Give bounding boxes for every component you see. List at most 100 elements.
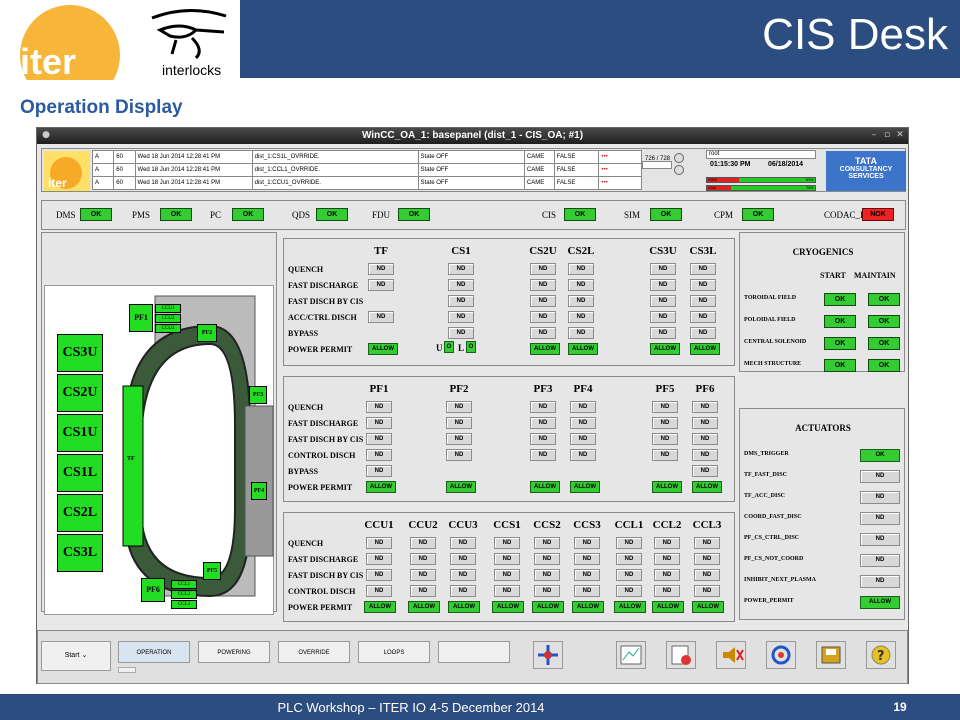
system-status-qds[interactable]: OK (316, 208, 348, 221)
actuator-status[interactable]: ND (860, 575, 900, 588)
allow-indicator[interactable]: ALLOW (572, 601, 604, 613)
nd-indicator[interactable]: ND (694, 585, 720, 597)
allow-indicator[interactable]: ALLOW (692, 481, 722, 493)
nd-indicator[interactable]: ND (530, 279, 556, 291)
close-icon[interactable]: ✕ (896, 130, 904, 140)
allow-indicator[interactable]: ALLOW (692, 601, 724, 613)
nd-indicator[interactable]: ND (652, 401, 678, 413)
nd-indicator[interactable]: ND (570, 433, 596, 445)
allow-indicator[interactable]: ALLOW (408, 601, 440, 613)
nd-indicator[interactable]: ND (690, 279, 716, 291)
system-status-fdu[interactable]: OK (398, 208, 430, 221)
coil-pf4[interactable]: PF4 (251, 482, 267, 500)
nd-indicator[interactable]: ND (652, 449, 678, 461)
coil-ccu1[interactable]: CCU1 (155, 304, 181, 313)
nd-indicator[interactable]: ND (616, 537, 642, 549)
nd-indicator[interactable]: ND (450, 585, 476, 597)
nd-indicator[interactable]: ND (530, 311, 556, 323)
scroll-down-icon[interactable] (674, 165, 684, 175)
actuator-status[interactable]: ND (860, 554, 900, 567)
nd-indicator[interactable]: ND (694, 553, 720, 565)
coil-cs2u[interactable]: CS2U (57, 374, 103, 412)
tab-indicator[interactable] (118, 667, 136, 673)
allow-indicator[interactable]: ALLOW (614, 601, 646, 613)
nd-indicator[interactable]: ND (574, 537, 600, 549)
nd-indicator[interactable]: ND (654, 537, 680, 549)
nd-indicator[interactable]: ND (446, 433, 472, 445)
nd-indicator[interactable]: ND (530, 263, 556, 275)
nd-indicator[interactable]: ND (530, 327, 556, 339)
allow-indicator[interactable]: ALLOW (368, 343, 398, 355)
nd-indicator[interactable]: ND (494, 585, 520, 597)
system-status-pms[interactable]: OK (160, 208, 192, 221)
system-status-dms[interactable]: OK (80, 208, 112, 221)
operation-button[interactable]: OPERATION (118, 641, 190, 663)
nd-indicator[interactable]: ND (450, 553, 476, 565)
nd-indicator[interactable]: ND (366, 465, 392, 477)
nd-indicator[interactable]: ND (692, 433, 718, 445)
nd-indicator[interactable]: ND (366, 537, 392, 549)
alarm-row[interactable]: A 60 Wed 18 Jun 2014 12:28:41 PM dist_1:CCL… (91, 163, 642, 177)
system-status-cis[interactable]: OK (564, 208, 596, 221)
powering-button[interactable]: POWERING (198, 641, 270, 663)
nd-indicator[interactable]: ND (366, 585, 392, 597)
nd-indicator[interactable]: ND (654, 569, 680, 581)
nd-indicator[interactable]: ND (650, 279, 676, 291)
nd-indicator[interactable]: ND (448, 327, 474, 339)
system-status-pc[interactable]: OK (232, 208, 264, 221)
nd-indicator[interactable]: ND (616, 569, 642, 581)
nd-indicator[interactable]: ND (366, 433, 392, 445)
nd-indicator[interactable]: ND (368, 311, 394, 323)
allow-indicator[interactable]: ALLOW (570, 481, 600, 493)
nd-indicator[interactable]: ND (694, 569, 720, 581)
report-icon[interactable] (666, 641, 696, 669)
nd-indicator[interactable]: ND (366, 417, 392, 429)
system-status-sim[interactable]: OK (650, 208, 682, 221)
system-status-codac_link[interactable]: NOK (862, 208, 894, 221)
allow-indicator[interactable]: ALLOW (568, 343, 598, 355)
nd-indicator[interactable]: ND (694, 537, 720, 549)
nd-indicator[interactable]: ND (450, 569, 476, 581)
override-button[interactable]: OVERRIDE (278, 641, 350, 663)
nd-indicator[interactable]: ND (574, 553, 600, 565)
nd-indicator[interactable]: ND (530, 433, 556, 445)
alarm-row[interactable]: A 60 Wed 18 Jun 2014 12:28:41 PM dist_1:CS1… (91, 150, 642, 164)
nd-indicator[interactable]: ND (690, 263, 716, 275)
nd-indicator[interactable]: ND (650, 295, 676, 307)
nd-indicator[interactable]: ND (654, 553, 680, 565)
allow-indicator[interactable]: ALLOW (652, 601, 684, 613)
nd-indicator[interactable]: ND (366, 401, 392, 413)
nd-indicator[interactable]: ND (368, 263, 394, 275)
alarm-row[interactable]: A 60 Wed 18 Jun 2014 12:28:41 PM dist_1:CCU… (91, 176, 642, 190)
nd-indicator[interactable]: ND (446, 417, 472, 429)
nd-indicator[interactable]: ND (692, 401, 718, 413)
cryo-start-status[interactable]: OK (824, 337, 856, 350)
coil-pf6[interactable]: PF6 (141, 578, 165, 602)
cs1-l-indicator[interactable]: O (466, 341, 476, 353)
nd-indicator[interactable]: ND (410, 585, 436, 597)
nd-indicator[interactable]: ND (650, 263, 676, 275)
nd-indicator[interactable]: ND (368, 279, 394, 291)
coil-pf3[interactable]: PF3 (249, 386, 267, 404)
coil-cs1l[interactable]: CS1L (57, 454, 103, 492)
nd-indicator[interactable]: ND (650, 327, 676, 339)
loops-button[interactable]: LOOPS (358, 641, 430, 663)
user-field[interactable]: root (706, 150, 816, 159)
nd-indicator[interactable]: ND (570, 417, 596, 429)
coil-ccu3[interactable]: CCU3 (155, 324, 181, 333)
coil-pf1[interactable]: PF1 (129, 304, 153, 332)
allow-indicator[interactable]: ALLOW (650, 343, 680, 355)
allow-indicator[interactable]: ALLOW (492, 601, 524, 613)
nd-indicator[interactable]: ND (446, 449, 472, 461)
nd-indicator[interactable]: ND (574, 569, 600, 581)
nd-indicator[interactable]: ND (410, 537, 436, 549)
nd-indicator[interactable]: ND (450, 537, 476, 549)
alarm-table[interactable]: A 60 Wed 18 Jun 2014 12:28:41 PM dist_1:CS1… (91, 150, 642, 190)
actuator-status[interactable]: ND (860, 512, 900, 525)
nd-indicator[interactable]: ND (410, 569, 436, 581)
cryo-maintain-status[interactable]: OK (868, 293, 900, 306)
nd-indicator[interactable]: ND (690, 295, 716, 307)
help-icon[interactable]: ? (866, 641, 896, 669)
allow-indicator[interactable]: ALLOW (530, 481, 560, 493)
actuator-status[interactable]: ND (860, 470, 900, 483)
